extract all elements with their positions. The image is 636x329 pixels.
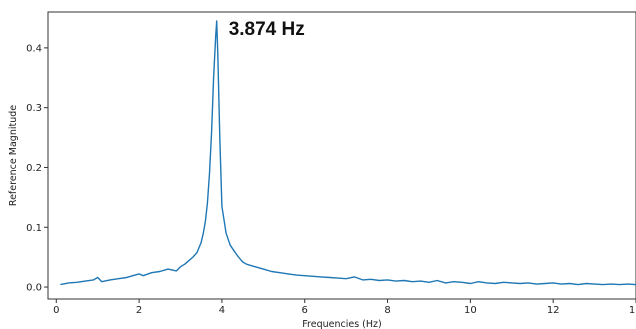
plot-frame xyxy=(47,11,636,300)
x-tick-label: 8 xyxy=(384,305,390,316)
y-tick-label: 0.2 xyxy=(26,163,42,174)
y-axis-ticks: 0.0 0.1 0.2 0.3 0.4 xyxy=(26,43,48,294)
peak-frequency-annotation: 3.874 Hz xyxy=(229,19,305,40)
y-axis-label: Reference Magnitude xyxy=(8,105,19,206)
plot-area xyxy=(47,11,636,300)
y-tick-label: 0.0 xyxy=(26,283,42,294)
x-tick-label: 12 xyxy=(547,305,560,316)
x-tick-label: 4 xyxy=(219,305,225,316)
x-axis-ticks: 0 2 4 6 8 10 12 1 xyxy=(53,299,636,316)
y-tick-label: 0.1 xyxy=(26,223,42,234)
y-tick-label: 0.4 xyxy=(26,43,42,54)
magnitude-line xyxy=(60,20,636,286)
x-tick-label: 1 xyxy=(629,305,635,316)
x-tick-label: 0 xyxy=(53,305,59,316)
annotations: 3.874 Hz xyxy=(229,19,305,40)
y-tick-label: 0.3 xyxy=(26,103,42,114)
x-tick-label: 10 xyxy=(464,305,477,316)
x-axis-label: Frequencies (Hz) xyxy=(302,319,381,329)
x-tick-label: 2 xyxy=(136,305,142,316)
x-tick-label: 6 xyxy=(302,305,308,316)
